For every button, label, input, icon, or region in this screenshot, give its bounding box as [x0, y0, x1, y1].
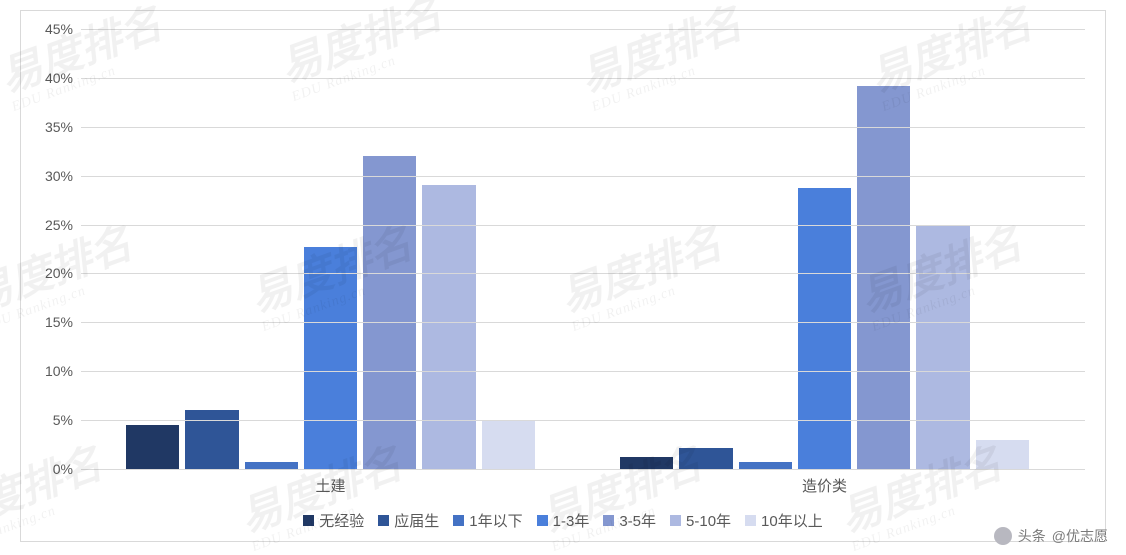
attribution-avatar: [994, 527, 1012, 545]
attribution-prefix: 头条: [1018, 526, 1046, 546]
bar: [679, 448, 732, 469]
legend: 无经验 应届生 1年以下 1-3年 3-5年 5-10年 10年以上: [21, 510, 1105, 531]
ytick-label: 0%: [53, 461, 73, 477]
bar: [422, 185, 475, 469]
bar: [976, 440, 1029, 469]
bar: [304, 247, 357, 469]
chart-container: 0%5%10%15%20%25%30%35%40%45%土建造价类 无经验应届生…: [20, 10, 1106, 542]
bar: [739, 462, 792, 469]
bar: [482, 420, 535, 469]
ytick-label: 5%: [53, 412, 73, 428]
xtick-label: 造价类: [802, 475, 847, 496]
bar: [245, 462, 298, 469]
ytick-label: 40%: [45, 70, 73, 86]
legend-swatch: [378, 515, 389, 526]
bars-layer: [81, 29, 1085, 469]
bar: [363, 156, 416, 469]
legend-item: 3-5年: [603, 510, 656, 531]
gridline: [81, 29, 1085, 30]
legend-item: 5-10年: [670, 510, 731, 531]
bar: [620, 457, 673, 469]
legend-item: 无经验: [303, 510, 364, 531]
legend-swatch: [303, 515, 314, 526]
gridline: [81, 127, 1085, 128]
gridline: [81, 420, 1085, 421]
ytick-label: 35%: [45, 119, 73, 135]
legend-swatch: [670, 515, 681, 526]
legend-item: 10年以上: [745, 510, 823, 531]
legend-label: 5-10年: [686, 510, 731, 531]
ytick-label: 30%: [45, 168, 73, 184]
legend-swatch: [537, 515, 548, 526]
gridline: [81, 78, 1085, 79]
ytick-label: 20%: [45, 265, 73, 281]
gridline: [81, 469, 1085, 470]
attribution-handle: @优志愿: [1052, 526, 1108, 546]
gridline: [81, 176, 1085, 177]
bar: [916, 225, 969, 469]
xtick-label: 土建: [315, 475, 345, 496]
legend-label: 1-3年: [553, 510, 590, 531]
plot-area: 0%5%10%15%20%25%30%35%40%45%土建造价类: [81, 29, 1085, 469]
legend-label: 1年以下: [469, 510, 522, 531]
bar: [798, 188, 851, 469]
gridline: [81, 225, 1085, 226]
ytick-label: 15%: [45, 314, 73, 330]
gridline: [81, 273, 1085, 274]
legend-swatch: [603, 515, 614, 526]
gridline: [81, 371, 1085, 372]
legend-swatch: [453, 515, 464, 526]
gridline: [81, 322, 1085, 323]
ytick-label: 25%: [45, 217, 73, 233]
legend-item: 1-3年: [537, 510, 590, 531]
bar: [126, 425, 179, 469]
attribution: 头条 @优志愿: [994, 526, 1108, 546]
ytick-label: 45%: [45, 21, 73, 37]
legend-label: 无经验: [319, 510, 364, 531]
legend-item: 1年以下: [453, 510, 522, 531]
legend-swatch: [745, 515, 756, 526]
legend-label: 应届生: [394, 510, 439, 531]
legend-item: 应届生: [378, 510, 439, 531]
ytick-label: 10%: [45, 363, 73, 379]
legend-label: 10年以上: [761, 510, 823, 531]
bar: [857, 86, 910, 469]
legend-label: 3-5年: [619, 510, 656, 531]
